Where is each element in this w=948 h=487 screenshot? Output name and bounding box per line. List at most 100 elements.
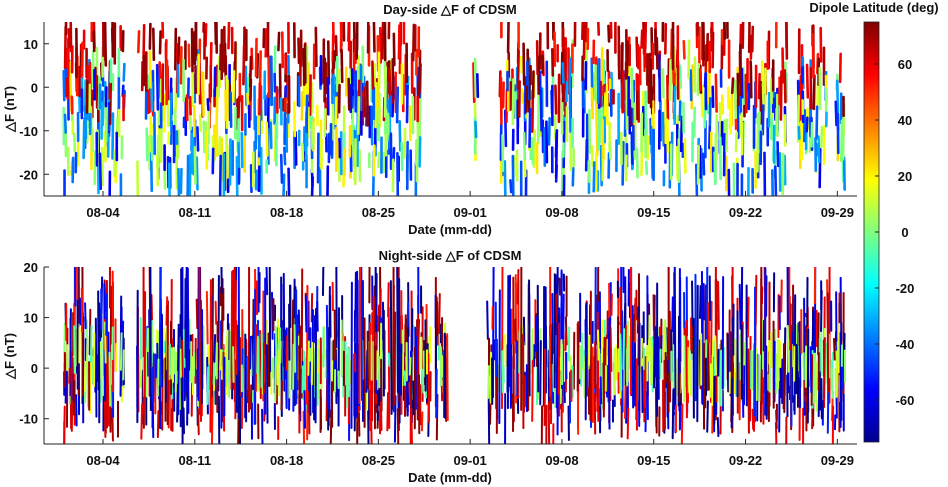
night-side-data-segment [814,361,818,412]
night-side-data-segment [623,302,627,333]
day-side-data-segment [810,121,814,148]
night-side-data-segment [671,296,674,333]
day-side-data-segment [710,27,714,52]
day-side-data-segment [582,22,586,61]
day-side-data-segment [536,93,541,145]
night-side-data-segment [761,377,765,425]
day-side-data-segment [137,29,141,54]
day-side-data-segment [372,144,376,177]
night-side-data-segment [514,281,518,305]
day-side-data-segment [838,52,842,84]
day-side-x-tick-label: 08-11 [179,205,212,220]
day-side-data-segment [505,88,509,124]
day-side-data-segment [418,98,422,139]
day-side-data-segment [666,118,670,154]
night-side-data-segment [758,354,761,403]
day-side-data-segment [511,78,515,126]
night-side-data-segment [333,309,337,362]
day-side-x-tick-label: 09-08 [545,205,578,220]
day-side-data-segment [590,145,595,168]
day-side-data-segment [93,150,97,186]
night-side-data-segment [439,323,442,344]
night-side-data-segment [596,329,600,361]
night-side-data-segment [217,395,221,444]
day-side-x-label: Date (mm-dd) [408,222,492,237]
night-side-panel: Night-side △F of CDSM 08-04 08-11 08-18 08-… [2,248,857,485]
night-side-data-segment [539,340,542,406]
night-side-data-segment [683,335,686,373]
day-side-data-segment [206,98,210,112]
night-side-data-segment [559,339,563,371]
night-side-data-segment [406,378,409,413]
night-side-data-segment [140,403,144,440]
day-side-data-segment [687,39,691,80]
day-side-data-segment [195,156,199,191]
night-side-data-segment [658,348,662,380]
night-side-data-segment [796,322,800,408]
day-side-data-segment [374,81,378,129]
night-side-data-segment [260,359,264,389]
day-side-data-segment [776,141,780,168]
day-side-data-segment [358,149,362,183]
day-side-data-segment [522,131,527,161]
night-side-data-segment [122,349,125,381]
day-side-data-segment [655,36,659,70]
day-side-data-segment [701,22,706,61]
day-side-data-segment [635,147,639,179]
day-side-data-segment [150,135,154,162]
night-side-data-segment [421,368,425,394]
day-side-data-segment [297,37,301,65]
day-side-data-segment [411,23,416,62]
night-side-data-segment [99,341,103,381]
day-side-data-segment [201,71,205,117]
night-side-data-segment [108,351,112,407]
night-side-x-tick-label: 09-29 [821,453,854,468]
day-side-data-segment [122,62,126,82]
day-side-data-segment [584,138,589,172]
day-side-data-segment [292,101,297,138]
colorbar-tick-label: 40 [898,113,912,128]
day-side-data-segment [179,167,183,195]
day-side-data-segment [763,67,767,112]
night-side-data-segment [751,350,755,391]
night-side-data-segment [673,267,677,406]
day-side-data-segment [347,77,351,111]
night-side-data-segment [834,330,838,346]
day-side-data-segment [244,65,248,107]
day-side-data-segment [607,24,611,43]
day-side-data-segment [269,121,273,150]
colorbar-ticks: 60 40 20 0 -20 -40 -60 [875,57,914,408]
day-side-data-segment [378,26,383,64]
night-side-data-segment [210,396,214,444]
day-side-y-tick-label: -10 [19,124,38,139]
day-side-data-segment [739,43,743,97]
day-side-data-segment [383,66,388,118]
day-side-data-segment [254,37,258,78]
day-side-x-tick-label: 08-18 [270,205,303,220]
day-side-data-segment [391,92,395,118]
day-side-data-segment [279,153,284,184]
day-side-y-tick-label: 0 [31,80,38,95]
day-side-data-segment [270,55,274,106]
day-side-data-segment [265,121,269,157]
night-side-data-segment [435,296,439,337]
night-side-data-segment [555,321,559,409]
day-side-data-segment [705,32,709,67]
night-side-data-segment [817,312,820,356]
day-side-data-segment [597,105,601,151]
night-side-data-segment [329,409,333,444]
night-side-data-segment [596,311,600,422]
day-side-data-segment [64,47,68,68]
night-side-data-segment [789,303,792,351]
day-side-data-segment [294,131,298,166]
night-side-data-segment [486,300,489,340]
night-side-data-segment [265,267,269,296]
day-side-data-segment [418,49,422,95]
night-side-data-segment [152,353,155,403]
night-side-data-segment [401,353,405,387]
night-side-data-segment [84,360,87,392]
day-side-data-segment [592,161,596,193]
day-side-data-segment [630,67,634,108]
day-side-data-segment [398,119,402,152]
